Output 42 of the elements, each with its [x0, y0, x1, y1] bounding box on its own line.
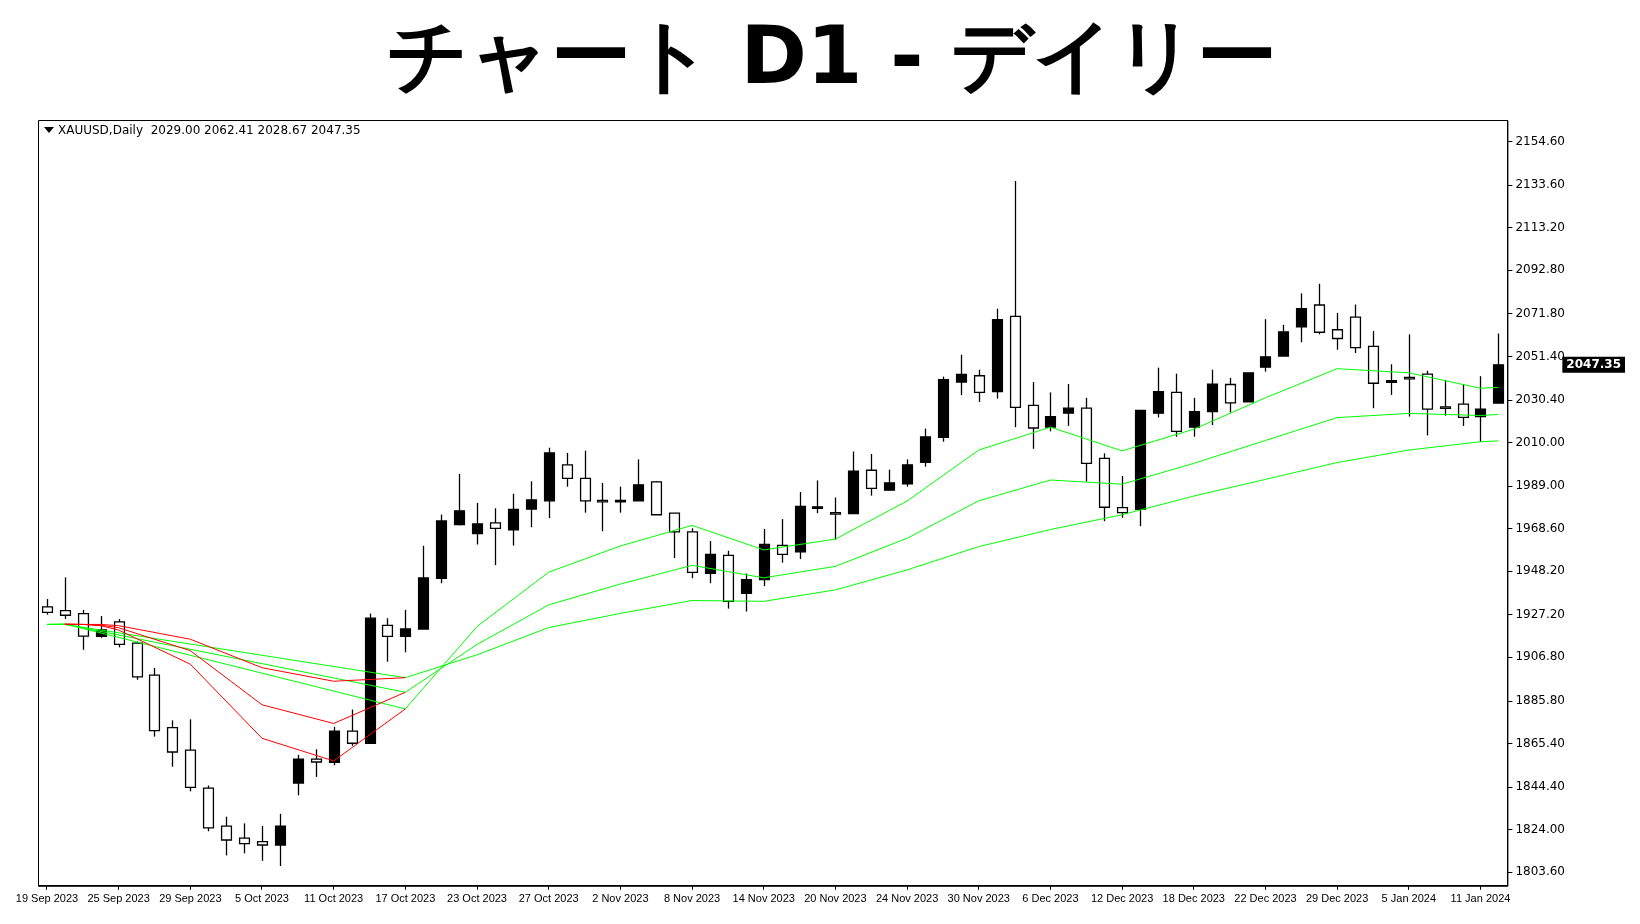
x-tick-label: 20 Nov 2023 — [804, 892, 867, 905]
x-tick-label: 5 Oct 2023 — [235, 892, 289, 905]
chart-title: チャート D1 - デイリー — [386, 8, 1278, 102]
y-tick-label: 1989.00 — [1515, 478, 1565, 493]
x-tick-label: 12 Dec 2023 — [1090, 892, 1154, 905]
y-tick-label: 1968.60 — [1515, 520, 1565, 535]
y-tick-label: 1906.80 — [1515, 649, 1565, 664]
y-tick-label: 1865.40 — [1515, 735, 1565, 750]
x-tick-label: 22 Dec 2023 — [1234, 892, 1297, 905]
x-tick-label: 24 Nov 2023 — [875, 892, 939, 905]
y-tick-label: 1844.40 — [1515, 779, 1565, 794]
y-tick-label: 2113.20 — [1515, 219, 1565, 234]
y-tick-label: 2071.80 — [1515, 306, 1565, 321]
x-tick-label: 30 Nov 2023 — [947, 892, 1010, 905]
x-tick-label: 23 Oct 2023 — [447, 892, 507, 905]
x-tick-label: 11 Jan 2024 — [1450, 892, 1511, 905]
x-tick-label: 19 Sep 2023 — [15, 892, 79, 905]
x-tick-label: 25 Sep 2023 — [87, 892, 150, 905]
x-tick-label: 18 Dec 2023 — [1162, 892, 1225, 905]
x-tick-label: 2 Nov 2023 — [592, 892, 649, 905]
y-tick-label: 1824.00 — [1515, 821, 1565, 836]
x-tick-label: 29 Sep 2023 — [159, 892, 222, 905]
annotation: XAUUSD,Daily 2029.00 2062.41 2028.67 2047.35 — [58, 123, 361, 138]
y-tick-label: 2051.40 — [1515, 348, 1565, 363]
x-tick-label: 14 Nov 2023 — [732, 892, 795, 905]
x-tick-label: 17 Oct 2023 — [375, 892, 436, 905]
y-tick-label: 1885.80 — [1515, 693, 1565, 708]
x-tick-label: 29 Dec 2023 — [1305, 892, 1369, 905]
y-tick-label: 2010.00 — [1515, 434, 1565, 449]
y-tick-label: 1948.20 — [1515, 563, 1565, 578]
x-tick-label: 27 Oct 2023 — [518, 892, 579, 905]
y-tick-label: 1927.20 — [1515, 606, 1565, 621]
y-tick-label: 2092.80 — [1515, 262, 1565, 277]
x-tick-label: 8 Nov 2023 — [663, 892, 721, 905]
y-tick-label: 2030.40 — [1515, 392, 1565, 407]
y-tick-label: 2133.60 — [1515, 177, 1565, 192]
text: 2047.35 — [1566, 356, 1621, 371]
x-tick-label: 5 Jan 2024 — [1381, 892, 1437, 905]
x-tick-label: 6 Dec 2023 — [1022, 892, 1079, 905]
y-tick-label: 1803.60 — [1515, 864, 1565, 879]
x-tick-label: 11 Oct 2023 — [304, 892, 364, 905]
y-tick-label: 2154.60 — [1515, 133, 1565, 148]
